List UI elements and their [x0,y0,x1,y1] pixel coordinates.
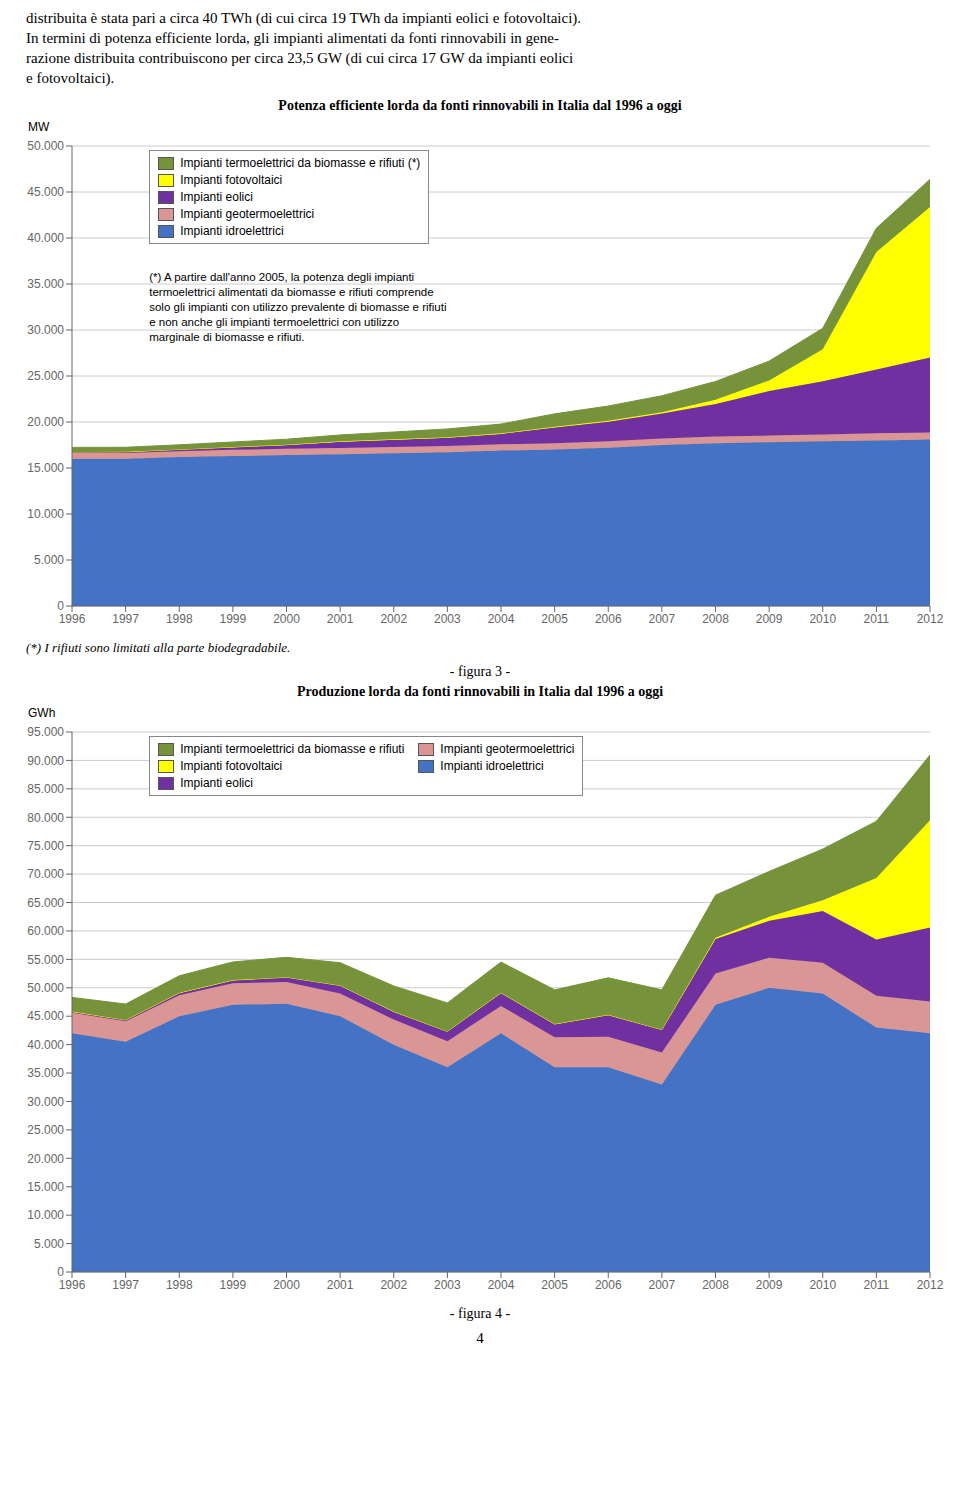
html-text:Impianti geotermoelettrici: Impianti geotermoelettrici [440,742,575,756]
svg-text:20.000: 20.000 [27,415,64,429]
svg-text:1998: 1998 [166,612,193,626]
svg-text:2012: 2012 [917,1278,944,1292]
svg-text:2006: 2006 [595,612,622,626]
html-text:Produzione lorda da fonti rinn: Produzione lorda da fonti rinnovabili in… [296,684,664,699]
svg-text:2005: 2005 [541,1278,568,1292]
html-text:MW: MW [28,120,50,134]
html-text:4: 4 [476,1330,484,1346]
svg-text:15.000: 15.000 [27,461,64,475]
svg-text:2008: 2008 [702,1278,729,1292]
svg-text:60.000: 60.000 [27,924,64,938]
html-text:In termini di potenza efficien: In termini di potenza efficiente lorda, … [26,30,559,46]
svg-text:2000: 2000 [273,612,300,626]
svg-text:2012: 2012 [917,612,944,626]
svg-text:2005: 2005 [541,612,568,626]
svg-text:2011: 2011 [863,612,889,626]
svg-text:0: 0 [57,1265,64,1279]
svg-text:2010: 2010 [809,1278,836,1292]
svg-text:2002: 2002 [380,612,407,626]
svg-text:80.000: 80.000 [27,811,64,825]
html-text:Impianti eolici: Impianti eolici [180,190,253,204]
html-text:Impianti idroelettrici: Impianti idroelettrici [180,224,284,238]
svg-text:1999: 1999 [220,1278,247,1292]
html-text:Impianti termoelettrici da bio: Impianti termoelettrici da biomasse e ri… [180,156,421,170]
svg-text:2011: 2011 [863,1278,889,1292]
svg-text:2010: 2010 [809,612,836,626]
svg-text:10.000: 10.000 [27,507,64,521]
svg-text:2006: 2006 [595,1278,622,1292]
html-text:Impianti fotovoltaici: Impianti fotovoltaici [180,759,283,773]
svg-text:2002: 2002 [380,1278,407,1292]
svg-text:20.000: 20.000 [27,1152,64,1166]
svg-text:2007: 2007 [649,612,676,626]
svg-text:45.000: 45.000 [27,1009,64,1023]
svg-text:15.000: 15.000 [27,1180,64,1194]
svg-text:2007: 2007 [649,1278,676,1292]
svg-text:50.000: 50.000 [27,139,64,153]
svg-text:2004: 2004 [488,1278,515,1292]
html-text:- figura 3 -: - figura 3 - [449,664,511,679]
svg-text:1997: 1997 [112,1278,139,1292]
svg-text:10.000: 10.000 [27,1208,64,1222]
html-text:- figura 4 -: - figura 4 - [449,1306,511,1321]
svg-text:2004: 2004 [488,612,515,626]
html-text:GWh: GWh [28,706,56,720]
svg-text:40.000: 40.000 [27,1038,64,1052]
html-text:Impianti idroelettrici: Impianti idroelettrici [440,759,544,773]
svg-text:70.000: 70.000 [27,867,64,881]
html-text:Impianti termoelettrici da bio: Impianti termoelettrici da biomasse e ri… [180,742,405,756]
html-text:razione distribuita contribuis: razione distribuita contribuiscono per c… [26,50,574,66]
svg-text:45.000: 45.000 [27,185,64,199]
svg-text:2001: 2001 [327,612,354,626]
svg-text:2003: 2003 [434,1278,461,1292]
svg-text:95.000: 95.000 [27,725,64,739]
svg-text:75.000: 75.000 [27,839,64,853]
svg-text:5.000: 5.000 [34,553,64,567]
svg-text:2000: 2000 [273,1278,300,1292]
html-text:Impianti geotermoelettrici: Impianti geotermoelettrici [180,207,315,221]
html-text:distribuita è stata pari a cir: distribuita è stata pari a circa 40 TWh … [26,10,582,26]
svg-text:2008: 2008 [702,612,729,626]
svg-text:65.000: 65.000 [27,896,64,910]
svg-text:25.000: 25.000 [27,369,64,383]
svg-text:85.000: 85.000 [27,782,64,796]
html-text:Impianti fotovoltaici: Impianti fotovoltaici [180,173,283,187]
svg-text:30.000: 30.000 [27,323,64,337]
html-text:e fotovoltaici).: e fotovoltaici). [26,70,115,86]
svg-text:35.000: 35.000 [27,1066,64,1080]
html-text:(*) I rifiuti sono limitati al: (*) I rifiuti sono limitati alla parte b… [26,640,291,655]
svg-text:1997: 1997 [112,612,139,626]
svg-text:50.000: 50.000 [27,981,64,995]
svg-text:1999: 1999 [220,612,247,626]
svg-text:2001: 2001 [327,1278,354,1292]
svg-text:30.000: 30.000 [27,1095,64,1109]
svg-text:90.000: 90.000 [27,754,64,768]
svg-text:0: 0 [57,599,64,613]
svg-text:2009: 2009 [756,1278,783,1292]
svg-text:25.000: 25.000 [27,1123,64,1137]
svg-text:55.000: 55.000 [27,953,64,967]
html-text:Impianti eolici: Impianti eolici [180,776,253,790]
svg-text:2003: 2003 [434,612,461,626]
svg-text:35.000: 35.000 [27,277,64,291]
svg-text:40.000: 40.000 [27,231,64,245]
svg-text:2009: 2009 [756,612,783,626]
svg-text:5.000: 5.000 [34,1237,64,1251]
svg-text:1996: 1996 [59,612,86,626]
svg-text:1996: 1996 [59,1278,86,1292]
html-text:Potenza efficiente lorda da fo: Potenza efficiente lorda da fonti rinnov… [278,98,682,113]
svg-text:1998: 1998 [166,1278,193,1292]
html-text:(*) A partire dall'anno 2005,: (*) A partire dall'anno 2005, la potenza… [149,271,447,343]
